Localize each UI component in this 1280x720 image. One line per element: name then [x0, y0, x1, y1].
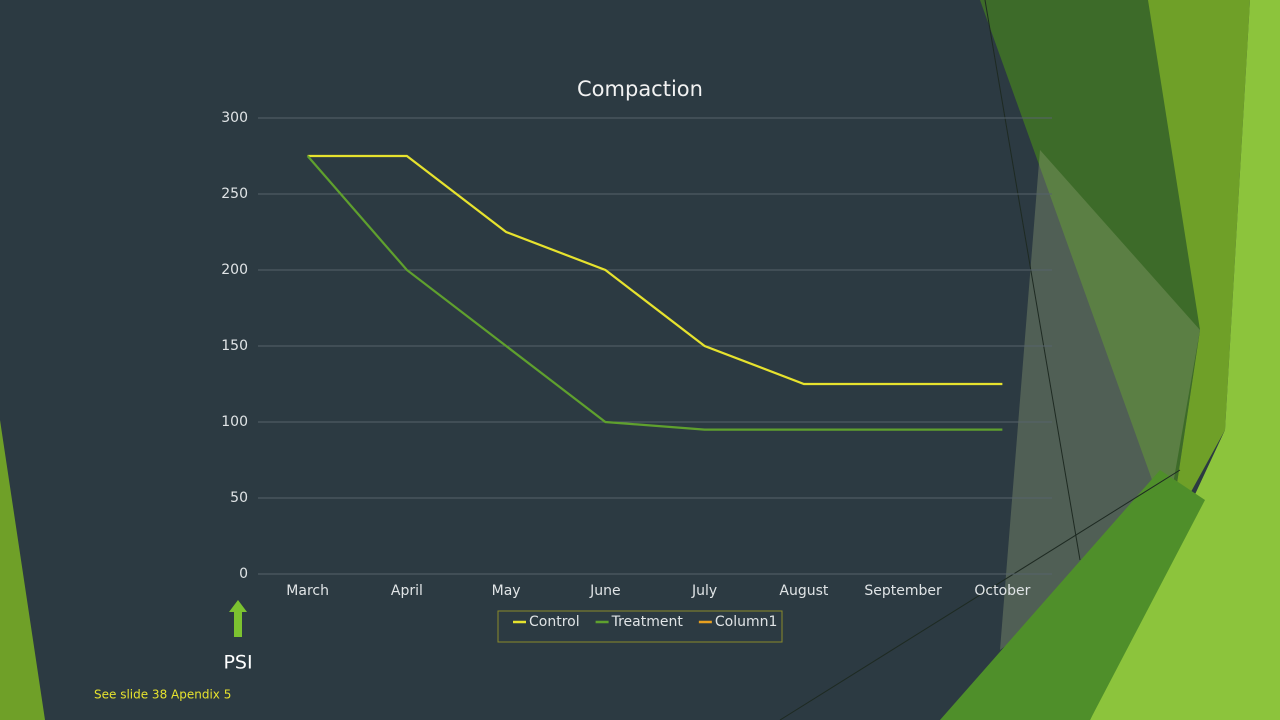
x-tick-label: March: [286, 583, 329, 599]
y-tick-label: 100: [221, 414, 248, 430]
legend-box: [497, 610, 783, 643]
y-tick-label: 200: [221, 262, 248, 278]
y-tick-label: 0: [239, 566, 248, 582]
legend-label: Column1: [715, 614, 778, 630]
decoration: [1148, 0, 1250, 530]
decoration: [0, 420, 45, 720]
x-tick-label: July: [691, 583, 717, 599]
x-tick-label: June: [589, 583, 621, 599]
y-tick-label: 250: [221, 186, 248, 202]
arrow-icon: [229, 600, 247, 637]
x-tick-label: October: [974, 583, 1030, 599]
x-tick-label: August: [779, 583, 829, 599]
decoration: [940, 470, 1205, 720]
x-tick-label: September: [864, 583, 942, 599]
y-tick-label: 150: [221, 338, 248, 354]
y-tick-label: 300: [221, 110, 248, 126]
legend-label: Control: [529, 614, 580, 630]
decoration-line: [779, 469, 1181, 720]
decoration-line: [984, 0, 1081, 561]
x-tick-label: April: [391, 583, 423, 599]
legend-label: Treatment: [611, 614, 684, 630]
series-line: [306, 155, 1003, 431]
footnote: See slide 38 Apendix 5: [94, 688, 231, 702]
x-tick-label: May: [492, 583, 521, 599]
series-line: [307, 154, 1003, 386]
chart-title: Compaction: [577, 77, 703, 101]
decoration: [980, 0, 1200, 530]
decoration: [1090, 0, 1280, 720]
y-tick-label: 50: [230, 490, 248, 506]
unit-label: PSI: [223, 652, 252, 674]
